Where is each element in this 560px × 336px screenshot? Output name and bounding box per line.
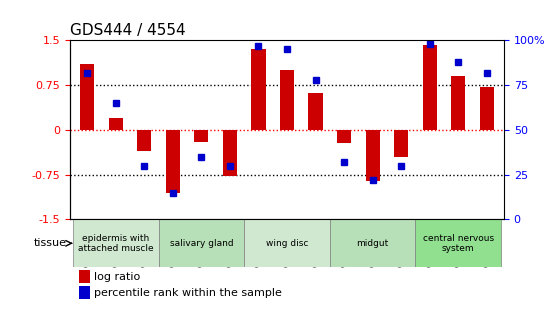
Text: midgut: midgut [357,239,389,248]
Bar [480,87,494,130]
Bar [194,130,208,142]
Bar [137,130,151,151]
FancyBboxPatch shape [158,219,244,267]
Bar [366,130,380,181]
Text: central nervous
system: central nervous system [423,234,494,253]
Text: tissue: tissue [34,238,67,248]
FancyBboxPatch shape [330,219,416,267]
FancyBboxPatch shape [416,219,501,267]
Bar [80,64,94,130]
Text: epidermis with
attached muscle: epidermis with attached muscle [78,234,153,253]
Text: percentile rank within the sample: percentile rank within the sample [94,288,282,298]
Bar [394,130,408,157]
Bar [423,45,437,130]
Bar [280,70,294,130]
Text: log ratio: log ratio [94,272,140,282]
Text: wing disc: wing disc [266,239,308,248]
Bar [309,93,323,130]
Bar [78,270,90,283]
Text: salivary gland: salivary gland [170,239,233,248]
Bar [109,118,123,130]
Text: GDS444 / 4554: GDS444 / 4554 [70,23,185,38]
Bar [451,76,465,130]
Bar [251,49,265,130]
Bar [223,130,237,176]
Bar [166,130,180,193]
FancyBboxPatch shape [244,219,330,267]
FancyBboxPatch shape [73,219,158,267]
Bar [78,286,90,299]
Bar [337,130,351,143]
